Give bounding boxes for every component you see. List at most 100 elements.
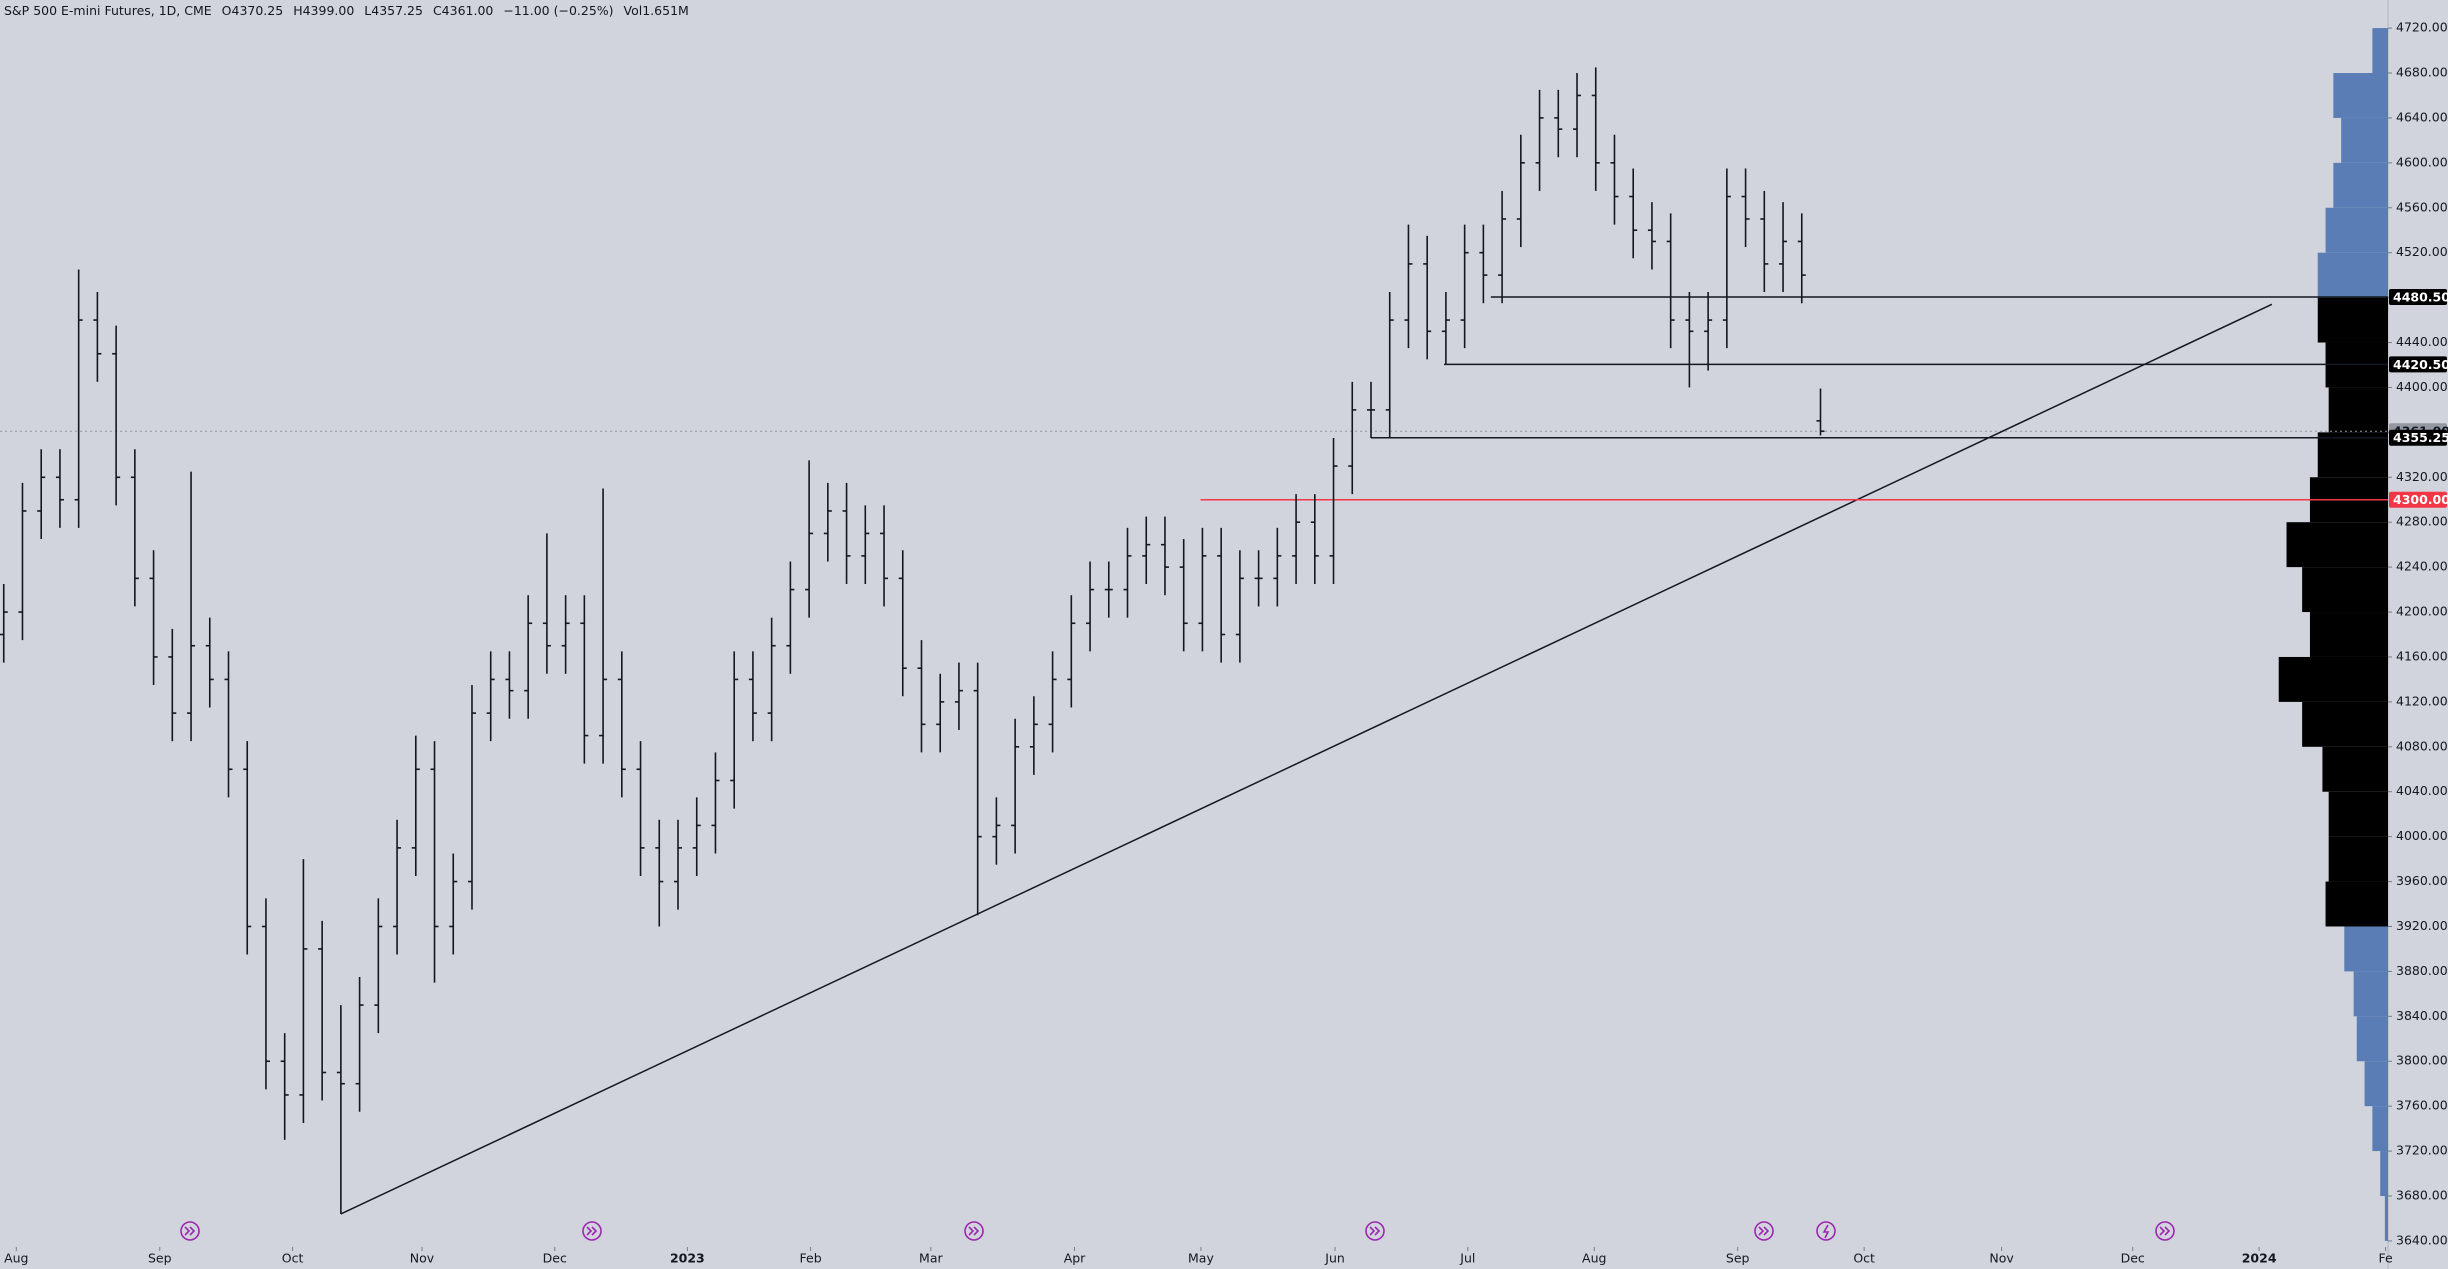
legend-high: H4399.00 [293,3,354,18]
ohlc-bar [149,550,158,686]
profile-bar [2278,656,2388,702]
ohlc-bar [1254,550,1263,607]
ohlc-bar [1816,388,1825,436]
legend-low: L4357.25 [364,3,423,18]
ohlc-bar [1067,595,1076,708]
price-tag-label: 4300.00 [2393,492,2448,507]
trendline [340,303,2273,1215]
symbol: S&P 500 E-mini Futures, 1D, CME [4,3,212,18]
y-tick-label: 4640.00 [2396,109,2448,124]
ohlc-bar [1160,516,1169,596]
ohlc-bar [917,640,926,753]
profile-bar [2302,567,2388,613]
event-icon[interactable] [2155,1221,2175,1241]
y-tick-label: 4680.00 [2396,64,2448,79]
y-tick-label: 3880.00 [2396,963,2448,978]
event-icon[interactable] [1365,1221,1385,1241]
profile-bar [2328,836,2388,882]
ohlc-bar [898,550,907,697]
ohlc-bar [299,859,308,1124]
x-tick-label: Aug [4,1251,28,1266]
ohlc-bar [1423,235,1432,360]
ohlc-bar [786,561,795,674]
ohlc-bar [674,819,683,910]
ohlc-bar [1179,539,1188,652]
x-tick-label: Oct [282,1251,304,1266]
ohlc-bar [617,651,626,798]
y-tick-label: 4600.00 [2396,154,2448,169]
ohlc-bar [1123,527,1132,618]
x-tick-label: Nov [410,1251,435,1266]
ohlc-bar [636,741,645,876]
profile-bar [2317,432,2388,478]
ohlc-bar [393,819,402,955]
ohlc-bar [1235,550,1244,663]
event-icon[interactable] [1816,1221,1836,1241]
profile-bar [2325,207,2388,253]
ohlc-bar [1685,291,1694,388]
x-tick-label: Dec [543,1251,567,1266]
y-tick-label: 4000.00 [2396,828,2448,843]
ohlc-bar [243,741,252,955]
price-tag [2389,289,2447,306]
y-tick-label: 4160.00 [2396,648,2448,663]
ohlc-bar [1779,202,1788,292]
y-tick-label: 3920.00 [2396,918,2448,933]
ohlc-bar [880,505,889,607]
event-icon[interactable] [1754,1221,1774,1241]
y-tick-label: 3680.00 [2396,1188,2448,1203]
y-tick-label: 4200.00 [2396,604,2448,619]
y-tick-label: 4120.00 [2396,693,2448,708]
ohlc-bar [1610,134,1619,225]
x-tick-label: Aug [1582,1251,1606,1266]
y-tick-label: 4280.00 [2396,514,2448,529]
ohlc-bar [1086,561,1095,652]
y-tick-label: 3720.00 [2396,1143,2448,1158]
ohlc-bar [1666,213,1675,349]
x-tick-label: Mar [919,1251,943,1266]
x-tick-label: 2023 [670,1251,705,1266]
ohlc-bar [1797,213,1806,304]
ohlc-bar [486,651,495,742]
event-icon[interactable] [582,1221,602,1241]
ohlc-bar [1217,527,1226,663]
legend-open: O4370.25 [222,3,284,18]
price-tag-label: 4420.50 [2393,357,2448,372]
ohlc-bar [1498,190,1507,304]
price-tag [2389,491,2447,508]
ohlc-bar [711,752,720,854]
ohlc-bar [18,482,27,641]
x-tick-label: Apr [1064,1251,1086,1266]
ohlc-bar [580,595,589,764]
x-tick-label: Oct [1853,1251,1875,1266]
price-tag-label: 4480.50 [2393,290,2448,305]
x-tick-label: Feb [800,1251,822,1266]
profile-bar [2333,162,2388,208]
ohlc-bar [1292,494,1301,584]
legend-header: S&P 500 E-mini Futures, 1D, CME O4370.25 H… [4,3,689,18]
event-icon[interactable] [964,1221,984,1241]
ohlc-bar [1516,134,1525,248]
ohlc-bar [1273,527,1282,607]
ohlc-bar [1629,168,1638,259]
profile-bar [2328,791,2388,837]
ohlc-bar [655,819,664,927]
ohlc-bar [1029,696,1038,775]
ohlc-bar [692,797,701,876]
ohlc-bar [336,1005,345,1214]
x-tick-label: Jul [1459,1251,1475,1266]
profile-bar [2380,1151,2388,1197]
profile-bar [2384,1196,2388,1241]
ohlc-bar [1573,72,1582,158]
ohlc-bar [1310,494,1319,584]
y-tick-label: 4520.00 [2396,244,2448,259]
ohlc-bar [1404,224,1413,349]
y-tick-label: 3960.00 [2396,873,2448,888]
event-icon[interactable] [180,1221,200,1241]
event-icons[interactable] [180,1221,2175,1241]
ohlc-bar [1535,89,1544,191]
ohlc-bar [74,269,83,528]
ohlc-bar [992,797,1001,865]
ohlc-bar [1198,527,1207,652]
x-tick-label: Sep [1726,1251,1750,1266]
